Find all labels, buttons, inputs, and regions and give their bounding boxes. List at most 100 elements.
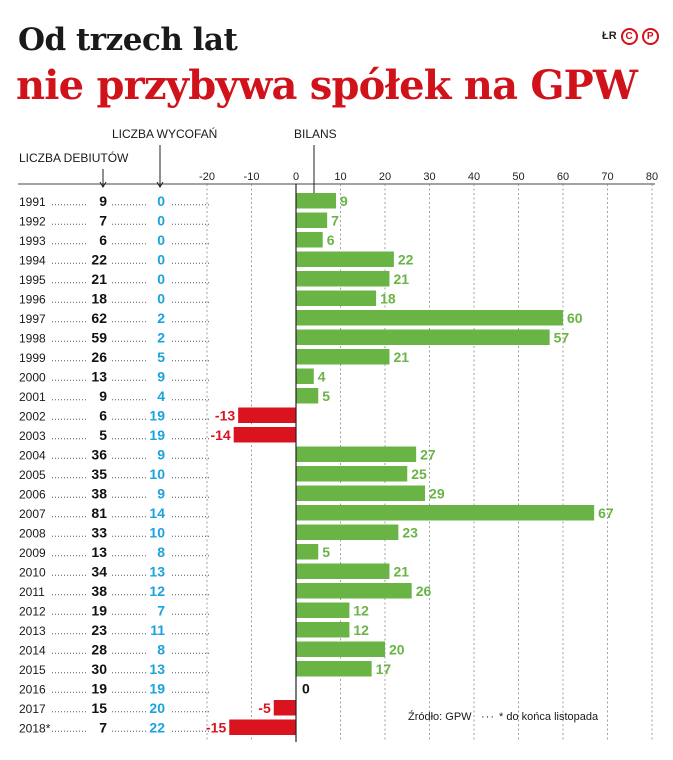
withdrawals-value: 19 xyxy=(149,407,165,423)
title-line-2: nie przybywa spółek na GPW xyxy=(16,62,638,109)
balance-label: -13 xyxy=(215,407,235,423)
debuts-value: 6 xyxy=(99,232,107,248)
year-label: 2002 xyxy=(19,409,46,423)
withdrawals-value: 19 xyxy=(149,680,165,696)
year-label: 2009 xyxy=(19,546,46,560)
withdrawals-value: 12 xyxy=(149,583,165,599)
year-label: 1996 xyxy=(19,292,46,306)
balance-label: 29 xyxy=(429,485,445,501)
year-label: 2008 xyxy=(19,526,46,540)
withdrawals-value: 13 xyxy=(149,563,165,579)
debuts-value: 9 xyxy=(99,193,107,209)
debuts-value: 9 xyxy=(99,388,107,404)
debuts-value: 30 xyxy=(91,661,107,677)
debuts-value: 62 xyxy=(91,310,107,326)
debuts-value: 19 xyxy=(91,680,107,696)
balance-bar xyxy=(296,602,350,618)
balance-bar xyxy=(296,446,417,462)
debuts-value: 19 xyxy=(91,602,107,618)
withdrawals-value: 9 xyxy=(157,446,165,462)
withdrawals-value: 5 xyxy=(157,349,165,365)
x-tick-label: 70 xyxy=(601,171,613,183)
balance-label: 21 xyxy=(393,271,409,287)
debuts-pointer-arrow xyxy=(99,181,107,188)
year-label: 2017 xyxy=(19,702,46,716)
balance-bar xyxy=(296,505,595,521)
balance-label: 20 xyxy=(389,641,405,657)
x-tick-label: 10 xyxy=(334,171,346,183)
year-label: 1993 xyxy=(19,234,46,248)
withdrawals-value: 22 xyxy=(149,719,165,735)
balance-label: 17 xyxy=(376,661,392,677)
balance-label: 57 xyxy=(554,329,570,345)
withdrawals-value: 2 xyxy=(157,310,165,326)
footnote-dots: ··· xyxy=(481,711,500,723)
debuts-value: 22 xyxy=(91,251,107,267)
x-tick-label: 30 xyxy=(423,171,435,183)
balance-bar xyxy=(273,700,296,716)
year-label: 1998 xyxy=(19,331,46,345)
debuts-value: 36 xyxy=(91,446,107,462)
balance-bar xyxy=(296,232,323,248)
year-label: 2015 xyxy=(19,663,46,677)
balance-label: -14 xyxy=(210,427,230,443)
withdrawals-pointer-arrow xyxy=(156,181,164,188)
withdrawals-value: 14 xyxy=(149,505,165,521)
withdrawals-value: 0 xyxy=(157,212,165,228)
balance-bar xyxy=(229,719,296,735)
debuts-value: 59 xyxy=(91,329,107,345)
debuts-value: 13 xyxy=(91,368,107,384)
x-tick-label: 20 xyxy=(379,171,391,183)
debuts-value: 23 xyxy=(91,622,107,638)
x-tick-label: 60 xyxy=(557,171,569,183)
balance-label: 60 xyxy=(567,310,583,326)
withdrawals-value: 10 xyxy=(149,466,165,482)
year-label: 1999 xyxy=(19,351,46,365)
year-label: 1994 xyxy=(19,253,46,267)
withdrawals-value: 9 xyxy=(157,485,165,501)
balance-label: 25 xyxy=(411,466,427,482)
title-line-1: Od trzech lat xyxy=(18,22,238,58)
withdrawals-value: 7 xyxy=(157,602,165,618)
balance-label: 5 xyxy=(322,388,330,404)
debuts-value: 6 xyxy=(99,407,107,423)
balance-label: 23 xyxy=(402,524,418,540)
balance-bar xyxy=(296,368,314,384)
balance-bar xyxy=(296,193,337,209)
x-tick-label: -20 xyxy=(199,171,215,183)
debuts-value: 26 xyxy=(91,349,107,365)
year-label: 2010 xyxy=(19,565,46,579)
x-tick-label: 40 xyxy=(468,171,480,183)
debuts-value: 28 xyxy=(91,641,107,657)
footnote: ··· * do końca listopada xyxy=(481,711,598,723)
debuts-value: 38 xyxy=(91,485,107,501)
withdrawals-value: 19 xyxy=(149,427,165,443)
brand-initials: ŁR xyxy=(602,30,617,42)
debuts-value: 81 xyxy=(91,505,107,521)
balance-label: 6 xyxy=(327,232,335,248)
balance-bar xyxy=(296,251,394,267)
p-logo-icon: P xyxy=(641,27,659,45)
balance-bar xyxy=(238,407,296,423)
header-balance: BILANS xyxy=(294,127,337,141)
balance-label: 18 xyxy=(380,290,396,306)
balance-label: 22 xyxy=(398,251,414,267)
year-label: 2006 xyxy=(19,487,46,501)
withdrawals-value: 11 xyxy=(150,622,165,638)
debuts-value: 7 xyxy=(99,212,107,228)
year-label: 1992 xyxy=(19,214,46,228)
withdrawals-value: 8 xyxy=(157,544,165,560)
withdrawals-value: 20 xyxy=(149,700,165,716)
year-label: 2005 xyxy=(19,468,46,482)
withdrawals-value: 0 xyxy=(157,271,165,287)
x-tick-label: -10 xyxy=(244,171,260,183)
year-label: 1995 xyxy=(19,273,46,287)
year-label: 2007 xyxy=(19,507,46,521)
balance-label: -5 xyxy=(258,700,271,716)
withdrawals-value: 9 xyxy=(157,368,165,384)
withdrawals-value: 8 xyxy=(157,641,165,657)
header-debuts: LICZBA DEBIUTÓW xyxy=(19,151,129,165)
balance-bar xyxy=(296,349,390,365)
balance-label: 67 xyxy=(598,505,614,521)
debuts-value: 38 xyxy=(91,583,107,599)
